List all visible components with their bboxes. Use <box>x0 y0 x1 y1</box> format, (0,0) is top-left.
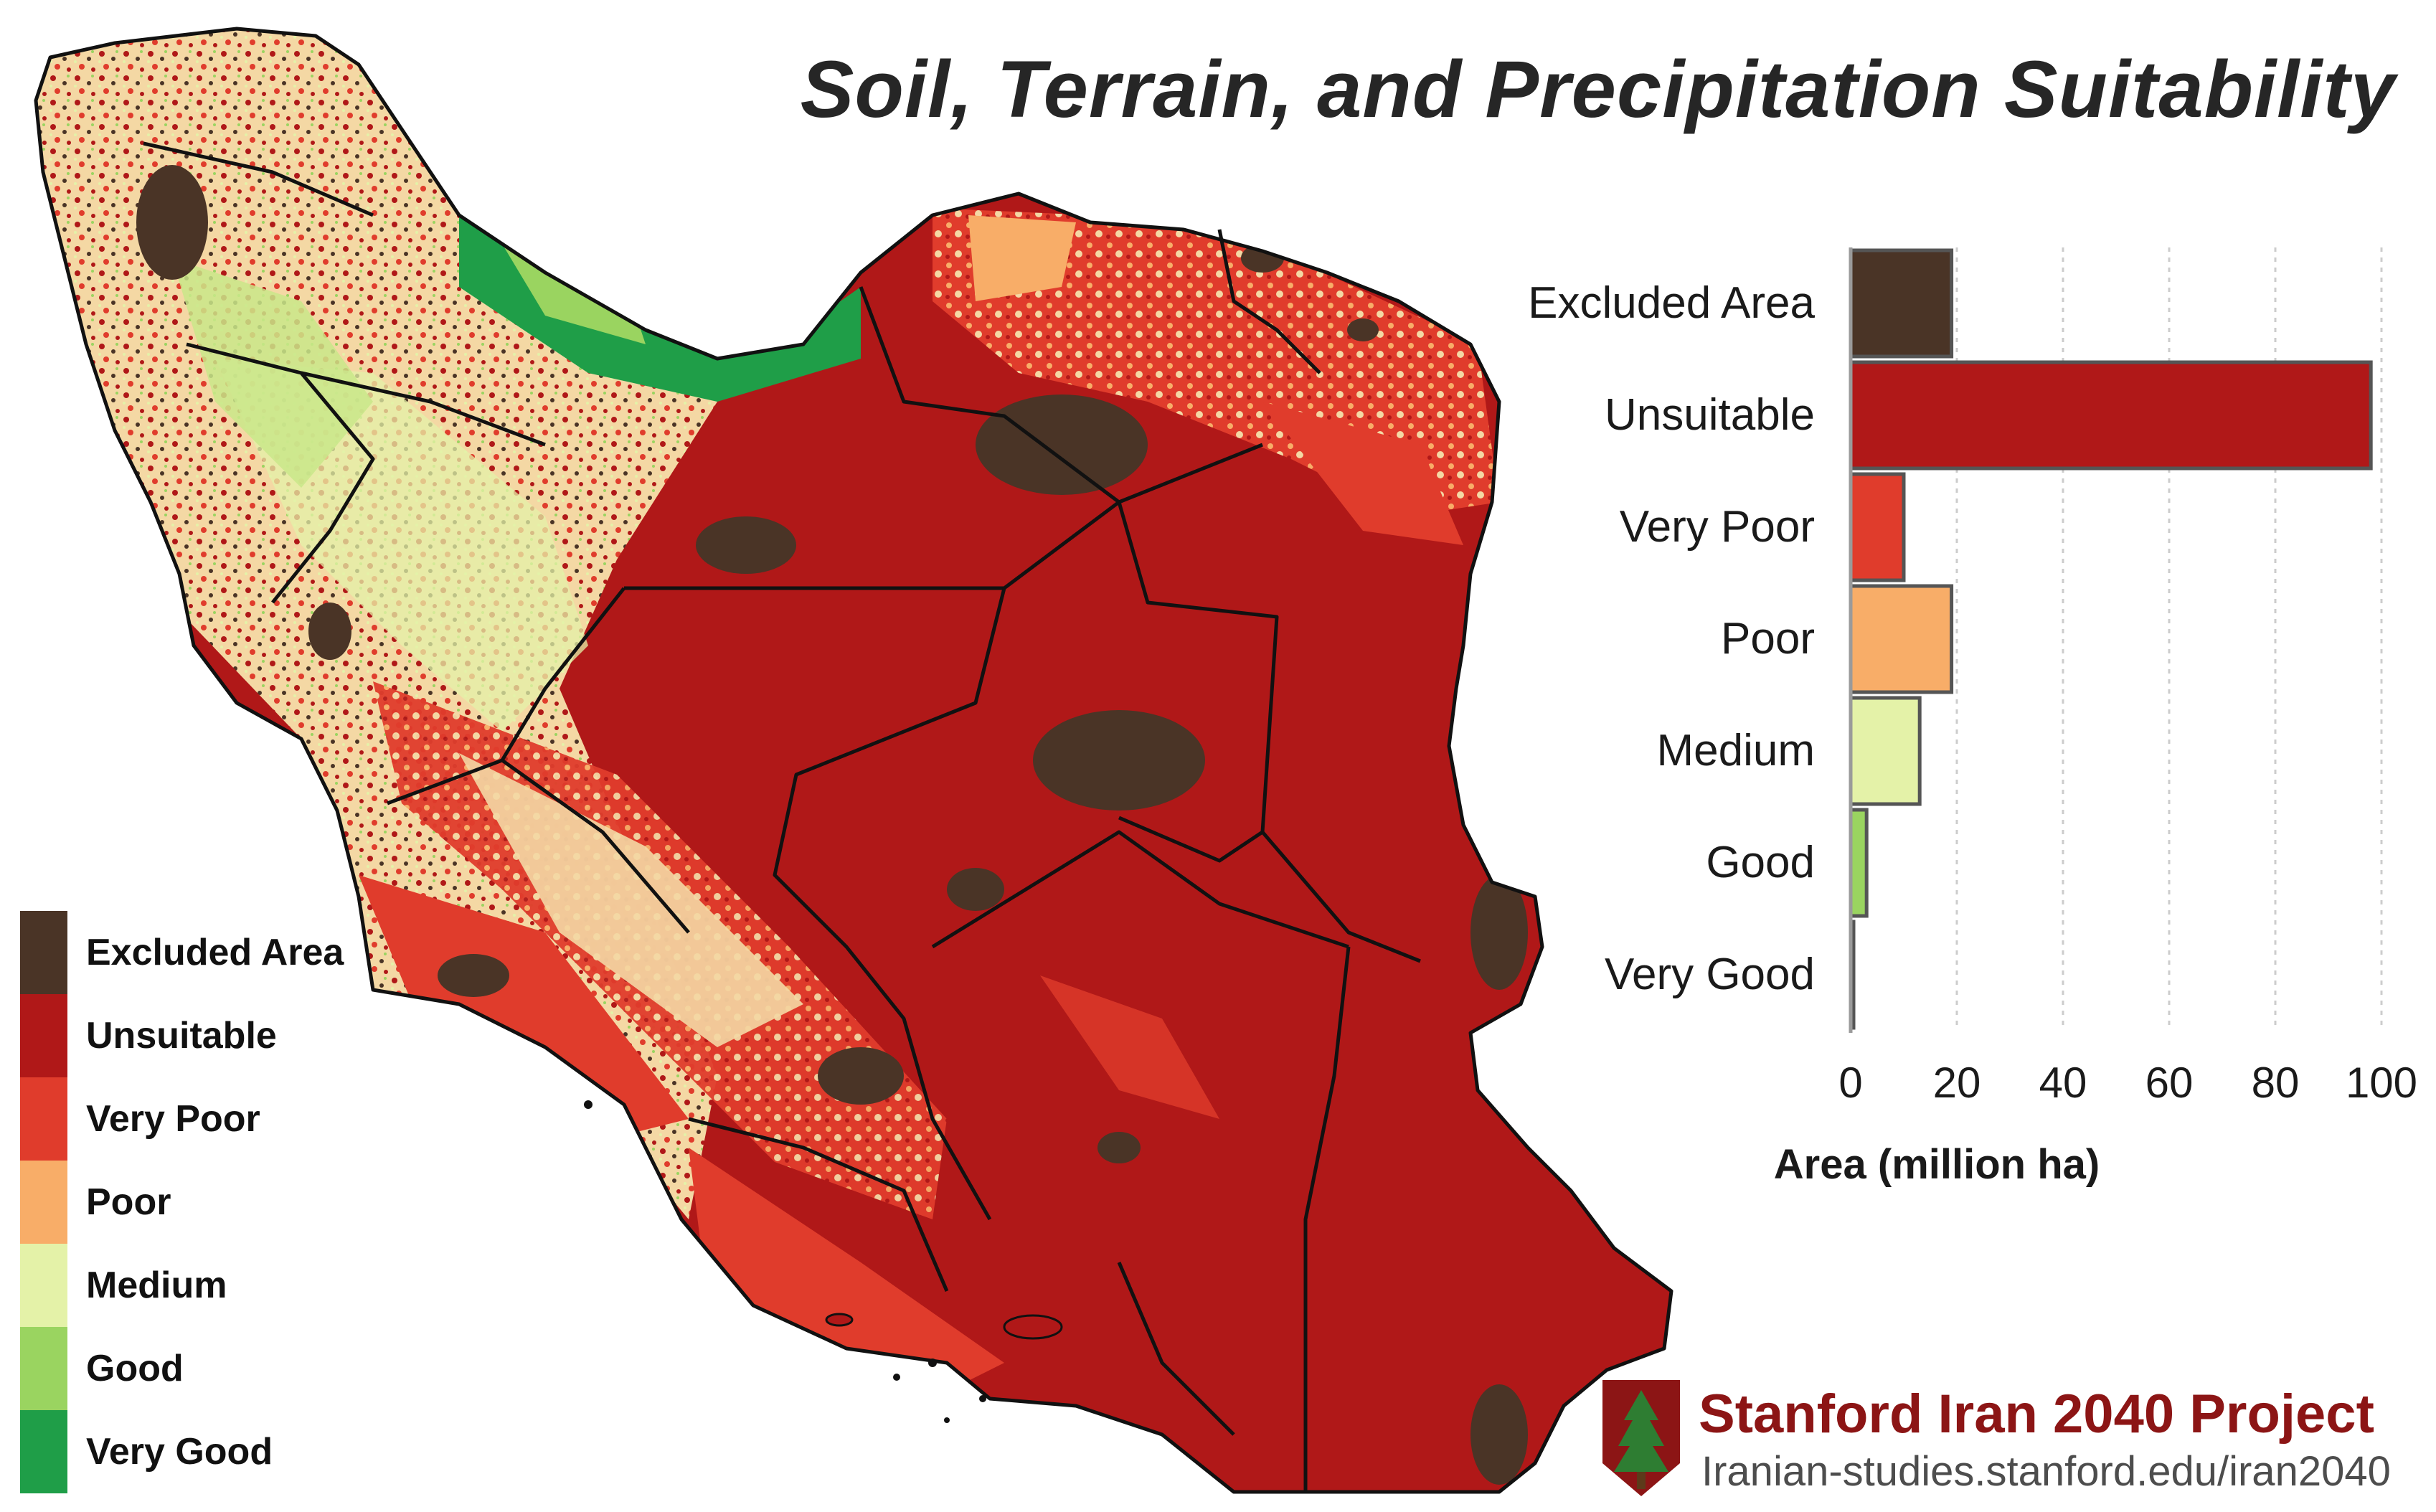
x-tick-label: 80 <box>2251 1059 2300 1107</box>
legend-item: Good <box>20 1327 393 1410</box>
legend-label: Good <box>86 1348 184 1389</box>
legend-item: Excluded Area <box>20 911 393 994</box>
legend-item: Very Good <box>20 1410 393 1493</box>
bar <box>1849 360 2373 471</box>
stanford-logo <box>1602 1380 1680 1496</box>
legend-label: Medium <box>86 1265 227 1306</box>
x-tick-label: 60 <box>2145 1059 2194 1107</box>
legend-item: Very Poor <box>20 1077 393 1161</box>
category-label: Good <box>1706 838 1815 887</box>
page-title: Soil, Terrain, and Precipitation Suitabi… <box>800 44 2396 134</box>
bar <box>1849 584 1954 694</box>
legend-label: Excluded Area <box>86 932 344 973</box>
bar <box>1849 248 1954 359</box>
x-tick-label: 100 <box>2345 1059 2418 1107</box>
bar <box>1849 808 1869 918</box>
legend-label: Very Good <box>86 1431 273 1473</box>
legend-label: Poor <box>86 1181 171 1223</box>
category-label: Very Good <box>1605 950 1815 999</box>
category-label: Excluded Area <box>1528 278 1815 328</box>
x-tick-label: 0 <box>1838 1059 1863 1107</box>
legend-label: Unsuitable <box>86 1015 277 1057</box>
bar <box>1849 696 1922 806</box>
legend-swatch <box>20 994 67 1077</box>
legend-item: Medium <box>20 1244 393 1327</box>
legend-swatch <box>20 1410 67 1493</box>
category-label: Unsuitable <box>1605 390 1815 440</box>
chart-bars <box>1849 248 2373 1030</box>
legend-item: Poor <box>20 1161 393 1244</box>
category-label: Poor <box>1721 614 1815 663</box>
project-url[interactable]: Iranian-studies.stanford.edu/iran2040 <box>1701 1448 2391 1495</box>
legend-swatch <box>20 1161 67 1244</box>
bar <box>1849 472 1906 582</box>
legend-swatch <box>20 911 67 994</box>
x-tick-label: 40 <box>2039 1059 2087 1107</box>
category-label: Very Poor <box>1619 502 1815 552</box>
project-name: Stanford Iran 2040 Project <box>1699 1384 2374 1445</box>
legend-swatch <box>20 1327 67 1410</box>
category-label: Medium <box>1656 726 1815 775</box>
legend-label: Very Poor <box>86 1098 260 1140</box>
legend-swatch <box>20 1077 67 1161</box>
legend-swatch <box>20 1244 67 1327</box>
legend: Excluded Area Unsuitable Very Poor Poor … <box>20 911 393 1493</box>
legend-item: Unsuitable <box>20 994 393 1077</box>
x-axis-title: Area (million ha) <box>1773 1141 2100 1188</box>
x-tick-label: 20 <box>1932 1059 1981 1107</box>
